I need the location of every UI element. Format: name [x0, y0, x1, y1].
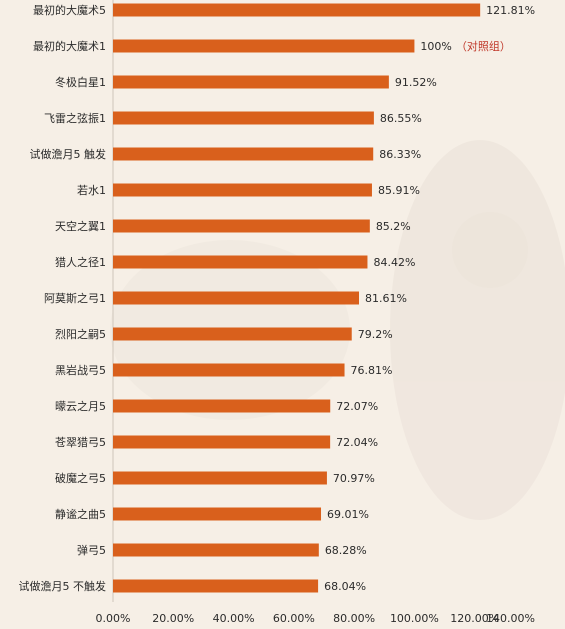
- category-label: 若水1: [77, 184, 106, 197]
- bar: [113, 363, 345, 377]
- bar: [113, 255, 368, 269]
- category-label: 烈阳之嗣5: [55, 327, 106, 341]
- category-label: 冬极白星1: [55, 75, 106, 89]
- value-label: 81.61%: [365, 292, 407, 305]
- value-labels: 121.81% 100% （对照组） 91.52% 86.55% 86.33% 85.91%…: [324, 4, 535, 593]
- bar: [113, 507, 322, 521]
- bar: [113, 75, 389, 89]
- x-tick-label: 40.00%: [213, 612, 255, 625]
- value-label: 68.28%: [325, 544, 367, 557]
- category-label: 飞雷之弦振1: [44, 111, 106, 125]
- bar: [113, 327, 352, 341]
- bar: [113, 543, 319, 557]
- category-label: 曚云之月5: [55, 399, 106, 413]
- bar: [113, 183, 372, 197]
- category-label: 试做澹月5 不触发: [19, 579, 107, 593]
- x-tick-label: 0.00%: [96, 612, 131, 625]
- value-label: 100%: [420, 40, 451, 53]
- value-label: 68.04%: [324, 580, 366, 593]
- value-label: 72.04%: [336, 436, 378, 449]
- bar: [113, 39, 415, 53]
- category-label: 黑岩战弓5: [55, 363, 106, 377]
- bar: [113, 579, 319, 593]
- value-label: 86.33%: [379, 148, 421, 161]
- category-label: 天空之翼1: [55, 219, 106, 233]
- value-label: 121.81%: [486, 4, 535, 17]
- x-tick-label: 20.00%: [152, 612, 194, 625]
- x-tick-label: 120.00%: [450, 612, 499, 625]
- value-label: 72.07%: [336, 400, 378, 413]
- annotation-label: （对照组）: [456, 39, 511, 53]
- x-tick-label: 60.00%: [273, 612, 315, 625]
- category-label: 苍翠猎弓5: [55, 435, 106, 449]
- value-label: 85.91%: [378, 184, 420, 197]
- bar: [113, 111, 374, 125]
- value-label: 69.01%: [327, 508, 369, 521]
- category-label: 最初的大魔术1: [33, 39, 106, 53]
- category-label: 弹弓5: [77, 543, 106, 557]
- bar: [113, 147, 374, 161]
- bars-group: [113, 3, 481, 593]
- x-tick-label: 140.00%: [486, 612, 535, 625]
- category-label: 静谧之曲5: [55, 507, 106, 521]
- category-label: 试做澹月5 触发: [30, 147, 107, 161]
- category-label: 阿莫斯之弓1: [44, 291, 106, 305]
- bar: [113, 435, 331, 449]
- x-tick-label: 80.00%: [333, 612, 375, 625]
- bar: [113, 219, 370, 233]
- value-label: 79.2%: [358, 328, 393, 341]
- category-label: 猎人之径1: [55, 255, 106, 269]
- value-label: 86.55%: [380, 112, 422, 125]
- value-label: 91.52%: [395, 76, 437, 89]
- bar: [113, 399, 331, 413]
- bar: [113, 471, 327, 485]
- x-axis-ticks: 0.00% 20.00% 40.00% 60.00% 80.00% 100.00% 120.…: [96, 612, 535, 625]
- bar: [113, 3, 481, 17]
- value-label: 70.97%: [333, 472, 375, 485]
- value-label: 76.81%: [351, 364, 393, 377]
- bar: [113, 291, 359, 305]
- category-label: 破魔之弓5: [55, 471, 106, 485]
- category-label: 最初的大魔术5: [33, 3, 106, 17]
- value-label: 84.42%: [373, 256, 415, 269]
- x-tick-label: 100.00%: [390, 612, 439, 625]
- value-label: 85.2%: [376, 220, 411, 233]
